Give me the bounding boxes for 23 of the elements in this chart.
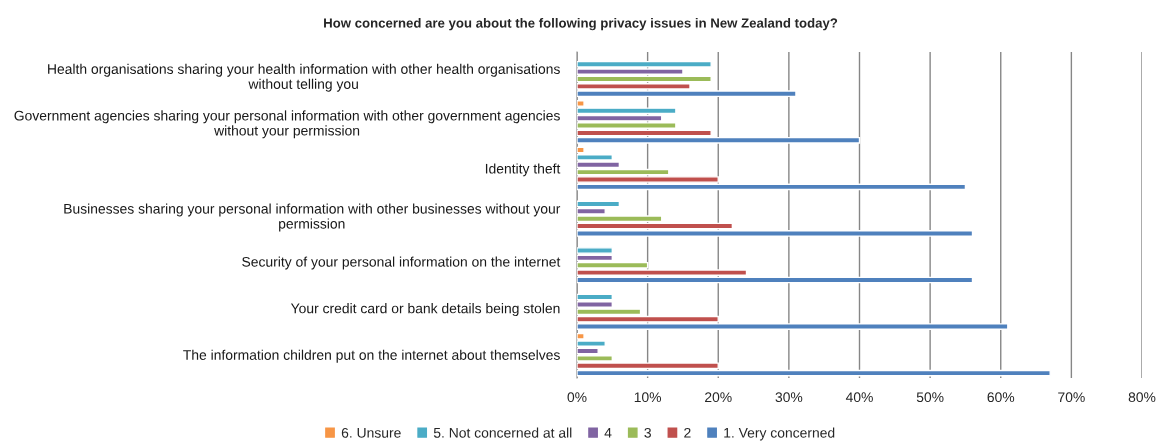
y-tick-label: Security of your personal information on the internet bbox=[242, 256, 561, 270]
x-tick-label: 80% bbox=[1128, 392, 1156, 403]
legend-label: 3 bbox=[644, 427, 651, 438]
y-tick-label: Identity theft bbox=[485, 163, 561, 177]
y-tick-label: Health organisations sharing your health information with other health organisations without telling you bbox=[48, 63, 560, 92]
x-tick-label: 20% bbox=[705, 392, 732, 403]
x-tick-label: 10% bbox=[634, 392, 662, 403]
y-tick-label: Government agencies sharing your personal information with other government agencies without your permission bbox=[14, 110, 560, 139]
x-tick-label: 50% bbox=[916, 392, 944, 403]
x-tick-label: 60% bbox=[987, 392, 1015, 403]
x-tick-label: 70% bbox=[1058, 392, 1085, 403]
legend-label: 1. Very concerned bbox=[724, 427, 835, 441]
x-tick-label: 0% bbox=[567, 392, 587, 403]
y-tick-label: Your credit card or bank details being stolen bbox=[290, 303, 560, 317]
y-tick-label: Businesses sharing your personal information with other businesses without your permission bbox=[64, 203, 561, 232]
legend-label: 5. Not concerned at all bbox=[433, 427, 572, 438]
y-tick-label: The information children put on the internet about themselves bbox=[183, 349, 560, 363]
x-tick-label: 40% bbox=[845, 392, 873, 403]
chart-title: How concerned are you about the following privacy issues in New Zealand today? bbox=[324, 18, 838, 31]
x-tick-label: 30% bbox=[775, 392, 803, 403]
legend-label: 2 bbox=[684, 427, 691, 438]
legend-label: 4 bbox=[604, 428, 612, 438]
legend-label: 6. Unsure bbox=[341, 427, 401, 438]
